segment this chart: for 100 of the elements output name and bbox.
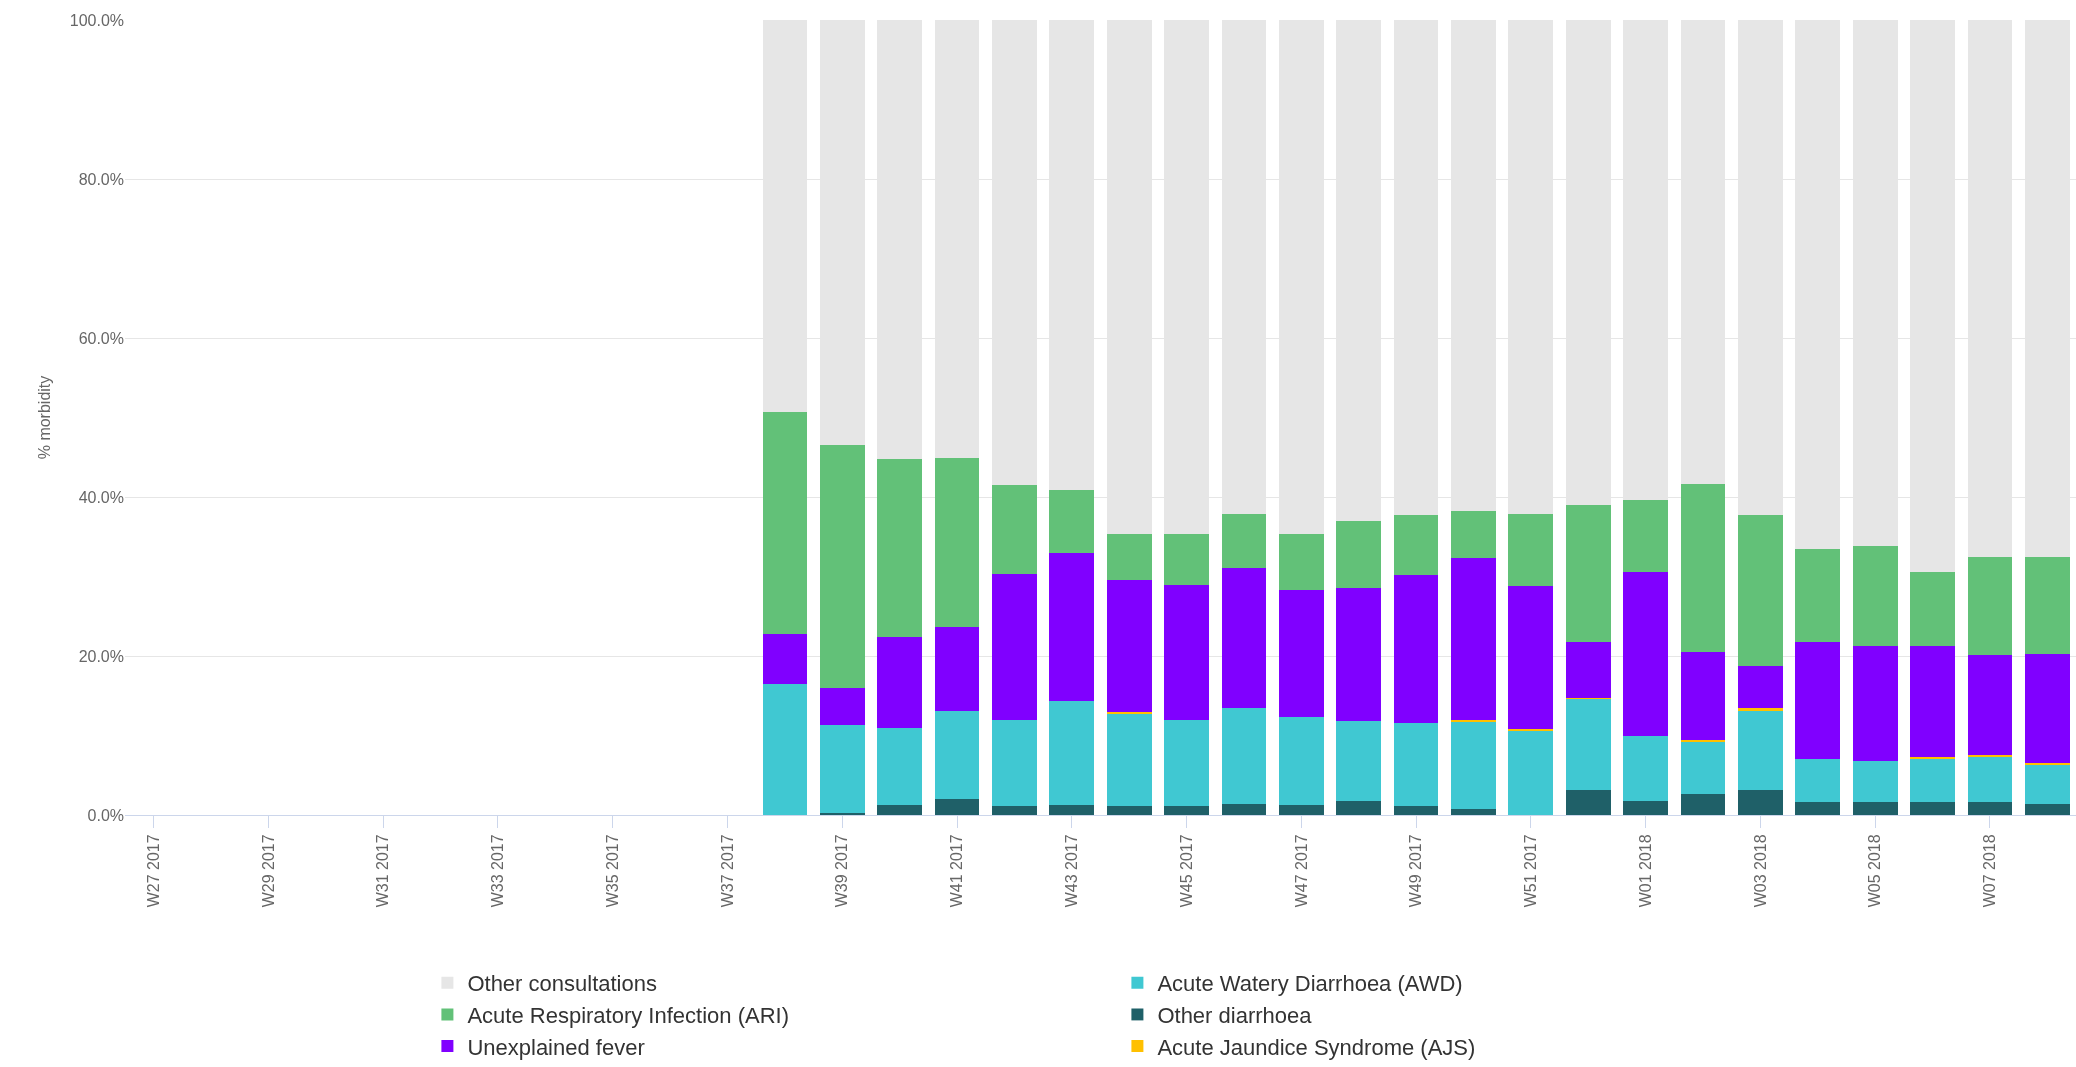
legend-label: Acute Jaundice Syndrome (AJS)	[1157, 1034, 1476, 1060]
y-tick-label: 100.0%	[69, 11, 124, 29]
x-tick-label: W03 2018	[1751, 834, 1769, 908]
x-tick-label: W45 2017	[1177, 834, 1195, 908]
bar	[1738, 708, 1783, 711]
bar	[992, 720, 1037, 807]
bar	[1221, 514, 1267, 568]
bar	[1680, 741, 1726, 794]
bar	[1565, 789, 1611, 815]
bar	[1795, 802, 1841, 815]
bar	[992, 806, 1037, 815]
bar	[1795, 641, 1841, 759]
bar	[1221, 803, 1267, 815]
bar	[1393, 806, 1439, 815]
bar	[819, 445, 865, 688]
x-tick-label: W51 2017	[1522, 834, 1540, 908]
bar	[1795, 548, 1841, 642]
bar	[1910, 758, 1955, 803]
bar	[2024, 764, 2070, 804]
bar	[1336, 721, 1382, 801]
legend-label: Acute Respiratory Infection (ARI)	[467, 1002, 789, 1028]
bar	[1680, 652, 1726, 741]
bar	[877, 636, 923, 729]
x-tick-label: W39 2017	[833, 834, 851, 908]
bar	[1336, 587, 1382, 722]
bar	[1910, 571, 1955, 647]
bar	[1680, 793, 1726, 815]
bar	[1680, 484, 1726, 653]
bar	[1967, 802, 2013, 815]
bar	[1967, 556, 2013, 656]
x-tick-label: W01 2018	[1636, 834, 1654, 908]
bar	[1738, 789, 1783, 815]
bar	[1565, 698, 1611, 790]
bar	[1278, 804, 1324, 815]
bar	[1508, 586, 1554, 730]
bar	[1049, 804, 1095, 815]
x-tick-label: W49 2017	[1407, 834, 1425, 908]
y-tick-label: 80.0%	[78, 170, 124, 188]
bar	[1451, 510, 1496, 559]
bar	[1106, 806, 1152, 815]
bar	[1852, 546, 1898, 647]
bar	[1852, 802, 1898, 815]
bar	[762, 683, 808, 815]
y-tick-label: 20.0%	[78, 647, 124, 665]
legend-label: Unexplained fever	[467, 1034, 645, 1060]
bar	[1221, 708, 1267, 804]
legend-label: Other diarrhoea	[1157, 1002, 1313, 1028]
bar	[934, 626, 980, 711]
bar	[1967, 655, 2013, 756]
bar	[934, 458, 980, 627]
bar	[1164, 806, 1209, 815]
bar	[1278, 717, 1324, 805]
bar	[762, 411, 808, 634]
legend-label: Acute Watery Diarrhoea (AWD)	[1157, 971, 1463, 997]
bar	[762, 633, 808, 684]
bar	[1164, 534, 1209, 586]
bar	[992, 574, 1037, 721]
y-tick-label: 40.0%	[78, 488, 124, 506]
x-tick-label: W43 2017	[1063, 834, 1081, 908]
bar	[877, 458, 923, 637]
bar	[2024, 556, 2070, 655]
x-tick-label: W47 2017	[1292, 834, 1310, 908]
y-tick-label: 60.0%	[78, 329, 124, 347]
bar	[1738, 666, 1783, 709]
x-tick-label: W33 2017	[489, 834, 507, 908]
legend-label: Other consultations	[467, 971, 657, 997]
bar	[1336, 520, 1382, 588]
bar	[877, 804, 923, 815]
bar	[1795, 758, 1841, 803]
bar	[1393, 574, 1439, 723]
bar	[1049, 489, 1095, 553]
bar	[1623, 801, 1669, 815]
bar	[2024, 803, 2070, 815]
bar	[877, 728, 923, 805]
x-tick-label: W41 2017	[948, 834, 966, 908]
bar	[1967, 756, 2013, 803]
bar	[1852, 760, 1898, 803]
bar	[1049, 552, 1095, 702]
x-tick-label: W37 2017	[718, 834, 736, 908]
bar	[1508, 730, 1554, 815]
bar	[1565, 641, 1611, 699]
bar	[819, 725, 865, 813]
x-tick-label: W31 2017	[374, 834, 392, 908]
bar	[1278, 590, 1324, 718]
x-tick-label: W07 2018	[1981, 834, 1999, 908]
bar	[1738, 710, 1783, 790]
y-tick-label: 0.0%	[87, 806, 124, 824]
bar	[1164, 720, 1209, 807]
bar	[1106, 713, 1152, 807]
x-tick-label: W27 2017	[144, 834, 162, 908]
bar	[1393, 722, 1439, 807]
bar	[1451, 808, 1496, 815]
bar	[1623, 500, 1669, 572]
x-tick-label: W35 2017	[603, 834, 621, 908]
bar	[1508, 514, 1554, 587]
bar	[992, 485, 1037, 575]
bar	[1393, 515, 1439, 575]
bar	[1221, 567, 1267, 709]
bar	[2024, 654, 2070, 764]
y-axis-title: % morbidity	[35, 375, 53, 460]
